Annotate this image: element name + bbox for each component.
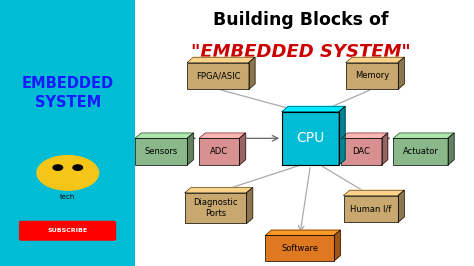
FancyBboxPatch shape xyxy=(135,138,187,165)
Text: Human I/f: Human I/f xyxy=(350,204,392,213)
Text: ADC: ADC xyxy=(210,147,228,156)
Text: Actuator: Actuator xyxy=(403,147,438,156)
Text: Diagnostic
Ports: Diagnostic Ports xyxy=(193,198,238,218)
Circle shape xyxy=(73,165,82,170)
FancyBboxPatch shape xyxy=(187,63,249,89)
Polygon shape xyxy=(239,133,246,165)
Polygon shape xyxy=(187,57,255,63)
Polygon shape xyxy=(246,188,253,223)
FancyBboxPatch shape xyxy=(199,138,239,165)
FancyBboxPatch shape xyxy=(185,193,246,223)
Text: Sensors: Sensors xyxy=(145,147,178,156)
Polygon shape xyxy=(265,230,340,235)
Polygon shape xyxy=(344,190,404,196)
Polygon shape xyxy=(448,133,454,165)
Polygon shape xyxy=(382,133,388,165)
Polygon shape xyxy=(346,57,404,63)
Text: SUBSCRIBE: SUBSCRIBE xyxy=(48,228,88,233)
Polygon shape xyxy=(398,57,404,89)
FancyBboxPatch shape xyxy=(19,221,116,241)
FancyBboxPatch shape xyxy=(265,235,334,261)
Polygon shape xyxy=(185,188,253,193)
Polygon shape xyxy=(393,133,454,138)
Text: EMBEDDED
SYSTEM: EMBEDDED SYSTEM xyxy=(22,76,114,110)
FancyBboxPatch shape xyxy=(282,112,339,165)
FancyBboxPatch shape xyxy=(346,63,398,89)
Polygon shape xyxy=(199,133,246,138)
Polygon shape xyxy=(135,133,193,138)
Polygon shape xyxy=(249,57,255,89)
Text: tech: tech xyxy=(60,194,75,200)
FancyBboxPatch shape xyxy=(0,0,135,266)
Text: Memory: Memory xyxy=(355,71,389,80)
Text: FPGA/ASIC: FPGA/ASIC xyxy=(196,71,240,80)
FancyBboxPatch shape xyxy=(344,196,398,222)
Polygon shape xyxy=(334,230,340,261)
Circle shape xyxy=(37,156,99,190)
Polygon shape xyxy=(339,106,345,165)
Polygon shape xyxy=(341,133,388,138)
Polygon shape xyxy=(187,133,193,165)
Text: Software: Software xyxy=(281,244,319,252)
Text: Building Blocks of: Building Blocks of xyxy=(213,11,389,29)
Circle shape xyxy=(53,165,63,170)
FancyBboxPatch shape xyxy=(341,138,382,165)
Polygon shape xyxy=(282,106,345,112)
Text: "EMBEDDED SYSTEM": "EMBEDDED SYSTEM" xyxy=(191,43,411,61)
Text: CPU: CPU xyxy=(296,131,325,145)
FancyBboxPatch shape xyxy=(393,138,448,165)
Text: DAC: DAC xyxy=(353,147,370,156)
Polygon shape xyxy=(398,190,404,222)
